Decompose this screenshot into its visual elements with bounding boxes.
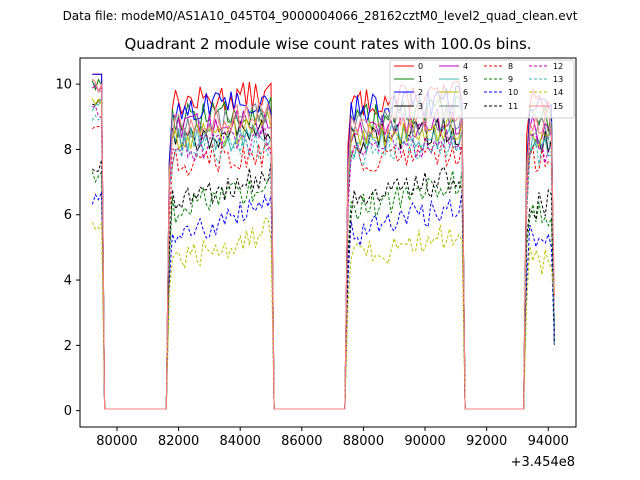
x-tick-label: 92000 (466, 434, 507, 449)
legend-frame (389, 59, 575, 119)
series-line-9 (91, 170, 555, 410)
y-tick-label: 10 (55, 78, 72, 93)
legend-label-15: 15 (553, 102, 563, 111)
series-line-7 (92, 82, 555, 410)
legend-label-1: 1 (418, 75, 423, 84)
y-axis-ticks: 0 2 4 6 8 10 (55, 78, 80, 419)
legend-label-11: 11 (508, 102, 518, 111)
legend-label-6: 6 (463, 88, 468, 97)
x-tick-label: 86000 (281, 434, 322, 449)
legend-label-12: 12 (553, 62, 563, 71)
x-axis-ticks: 80000 82000 84000 86000 88000 90000 92000 94000 (96, 427, 569, 449)
legend-label-7: 7 (463, 102, 468, 111)
series-line-2 (92, 73, 555, 410)
legend-label-5: 5 (463, 75, 468, 84)
y-tick-label: 8 (64, 143, 72, 158)
series-line-12 (92, 105, 555, 410)
x-tick-label: 82000 (158, 434, 199, 449)
series-line-3 (92, 99, 555, 410)
x-axis-offset-label: +3.454e8 (511, 455, 575, 470)
series-line-14 (91, 217, 555, 410)
series-line-5 (91, 97, 555, 410)
series-line-4 (91, 84, 555, 410)
legend-label-14: 14 (553, 88, 563, 97)
chart-title: Quadrant 2 module wise count rates with … (124, 35, 531, 53)
legend-label-0: 0 (418, 62, 423, 71)
x-tick-label: 84000 (220, 434, 261, 449)
x-tick-label: 90000 (404, 434, 445, 449)
x-tick-label: 88000 (343, 434, 384, 449)
legend-label-10: 10 (508, 88, 518, 97)
axes-frame (79, 57, 577, 428)
y-tick-label: 6 (64, 208, 72, 223)
chart-suptitle: Data file: modeM0/AS1A10_045T04_90000040… (63, 9, 578, 23)
y-tick-label: 2 (64, 339, 72, 354)
legend-label-9: 9 (508, 75, 513, 84)
series-line-1 (91, 78, 555, 410)
legend-label-2: 2 (418, 88, 423, 97)
series-line-10 (91, 191, 555, 410)
y-tick-label: 4 (64, 274, 72, 289)
x-tick-label: 94000 (528, 434, 569, 449)
y-tick-label: 0 (64, 404, 72, 419)
legend-label-13: 13 (553, 75, 563, 84)
plot-lines (91, 73, 555, 410)
series-line-11 (91, 159, 555, 410)
legend-label-4: 4 (463, 62, 468, 71)
series-line-0 (92, 73, 555, 410)
series-line-6 (91, 98, 555, 410)
series-line-15 (91, 78, 555, 410)
x-tick-label: 80000 (96, 434, 137, 449)
legend-label-3: 3 (418, 102, 423, 111)
legend-label-8: 8 (508, 62, 513, 71)
series-line-13 (91, 114, 555, 410)
series-line-8 (92, 124, 555, 410)
